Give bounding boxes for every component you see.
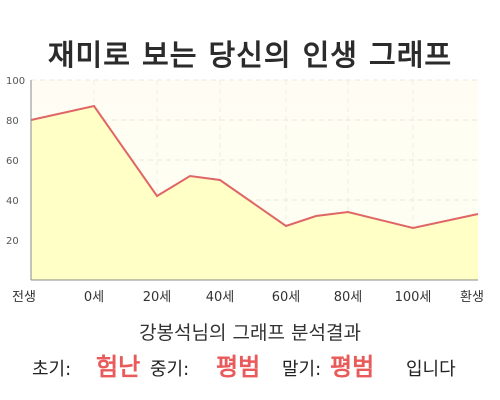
x-tick-label: 전생 [12, 290, 36, 305]
chart-title: 재미로 보는 당신의 인생 그래프 [47, 38, 453, 72]
life-graph-chart: 20 40 60 80 100 전생 0세 20세 40세 60세 80세 100세 환생 [6, 76, 484, 305]
x-tick-label: 40세 [206, 290, 235, 305]
y-tick-label: 80 [6, 116, 19, 127]
x-tick-label: 60세 [272, 290, 301, 305]
x-tick-label: 20세 [143, 290, 172, 305]
analysis-result-line: 초기: 험난 중기: 평범 말기: 평범 입니다 [0, 347, 500, 383]
life-series-line [30, 104, 479, 230]
early-value: 험난 [96, 353, 141, 381]
x-tick-label: 100세 [395, 290, 432, 305]
area-fill [31, 106, 478, 280]
x-tick-label: 0세 [84, 290, 104, 305]
early-label: 초기: [32, 359, 72, 380]
analysis-subtitle: 강봉석님의 그래프 분석결과 [139, 322, 361, 344]
late-value: 평범 [330, 353, 375, 381]
late-label: 말기: [282, 359, 322, 380]
y-tick-label: 20 [6, 236, 19, 247]
y-tick-label: 40 [6, 196, 19, 207]
result-suffix: 입니다 [406, 359, 456, 380]
mid-label: 중기: [150, 359, 190, 380]
x-tick-label: 80세 [334, 290, 363, 305]
y-tick-label: 100 [6, 76, 25, 87]
x-tick-label: 환생 [460, 290, 484, 305]
mid-value: 평범 [216, 353, 261, 381]
y-tick-label: 60 [6, 156, 19, 167]
